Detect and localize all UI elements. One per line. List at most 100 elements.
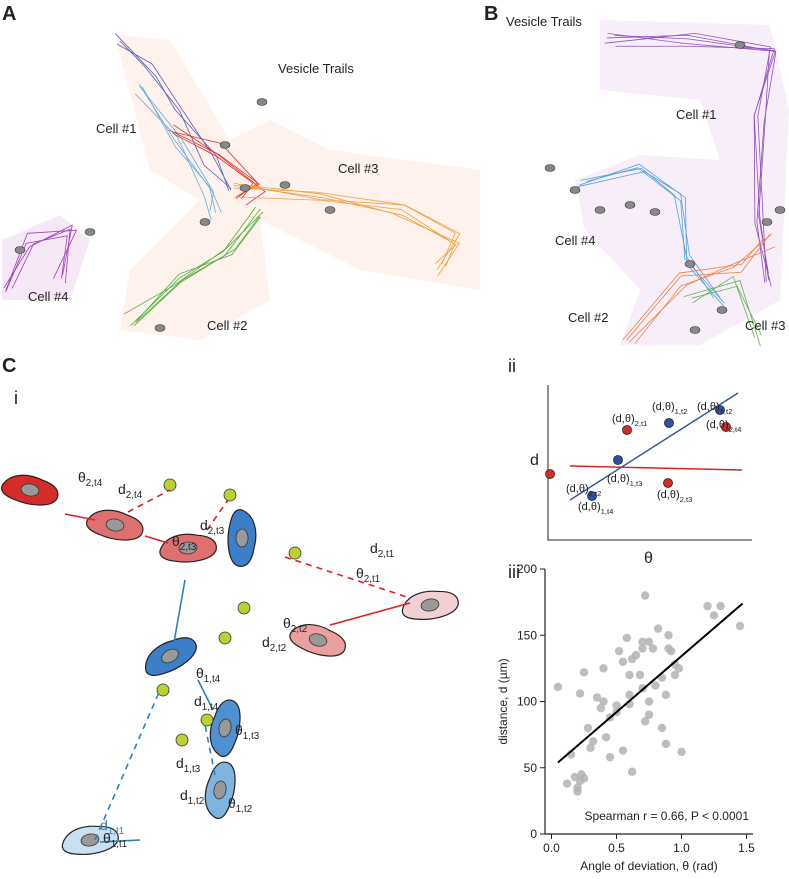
point: [644, 637, 654, 647]
label-base: θ: [356, 565, 364, 581]
point: [573, 783, 582, 792]
trail: [5, 235, 68, 293]
cell: [227, 509, 257, 567]
point: [663, 478, 673, 488]
halo: [115, 35, 480, 340]
axis-label: θ: [644, 550, 653, 567]
sub-label: i: [14, 388, 18, 408]
label-sub: 2,t4: [86, 478, 103, 489]
label-base: θ: [196, 665, 204, 681]
label-sub: 2,t1: [635, 419, 648, 428]
arrow: [127, 489, 171, 513]
trail: [119, 40, 232, 190]
fit-line: [557, 602, 744, 764]
trail: [11, 228, 71, 289]
nucleus: [105, 518, 125, 532]
label: Cell #4: [28, 289, 68, 304]
cell: [159, 533, 217, 563]
label: Cell #2: [568, 310, 608, 325]
label-base: θ: [283, 615, 291, 631]
label: d2,t4: [118, 481, 143, 501]
nucleus: [218, 718, 232, 738]
trail: [234, 196, 456, 267]
vesicle: [569, 186, 581, 194]
point: [599, 664, 608, 673]
cell: [289, 623, 347, 657]
label-base: θ: [103, 830, 111, 846]
point: [545, 469, 555, 479]
label-sub: 2,t3: [208, 526, 225, 537]
label-base: d: [370, 540, 378, 556]
cell: [204, 761, 236, 819]
label-base: θ: [228, 795, 236, 811]
label: θ2,t1: [356, 565, 380, 585]
label-sub: 1,t2: [236, 804, 252, 815]
cell: [86, 509, 144, 541]
trail: [115, 33, 230, 191]
point: [599, 697, 608, 706]
point: [612, 701, 621, 710]
trail: [135, 208, 261, 323]
point: [661, 690, 671, 700]
trail: [123, 211, 264, 315]
label-base: (d,θ): [657, 489, 680, 501]
fit: [569, 465, 743, 471]
y-tick-label: 0: [530, 827, 537, 841]
point: [721, 422, 731, 432]
point: [638, 644, 647, 653]
panel-letter: C: [2, 355, 16, 377]
point: [553, 682, 563, 692]
label-base: d: [100, 817, 108, 833]
point: [638, 637, 647, 647]
vesicle: [594, 206, 606, 214]
point: [640, 717, 650, 726]
label: (d,θ)2,t2: [566, 483, 601, 498]
x-tick-label: 0.0: [543, 841, 560, 855]
label: Cell #2: [207, 318, 247, 333]
x-axis-label: Angle of deviation, θ (rad): [580, 859, 717, 873]
vesicle: [163, 478, 177, 492]
arrow: [172, 579, 186, 649]
vesicle: [761, 218, 773, 226]
label: d1,t2: [180, 787, 204, 807]
trail: [614, 35, 777, 281]
axes: [547, 385, 752, 541]
vesicle: [288, 546, 302, 560]
point: [579, 774, 589, 783]
trail: [579, 163, 715, 299]
x-tick-label: 1.5: [738, 841, 755, 855]
nucleus: [80, 833, 100, 847]
label-sub: 1,t2: [188, 796, 204, 807]
label: (d,θ)1,t2: [652, 401, 687, 416]
arrow: [197, 679, 214, 711]
label: Cell #3: [338, 161, 378, 176]
panel-letter: B: [484, 3, 498, 25]
point: [703, 601, 712, 611]
trail: [622, 237, 765, 341]
trail: [133, 216, 260, 327]
trail: [606, 34, 777, 283]
trail: [615, 45, 775, 287]
label: θ2,t3: [172, 533, 197, 553]
label-sub: 2,t4: [729, 425, 743, 434]
y-tick-label: 200: [517, 562, 537, 576]
vesicle: [14, 246, 26, 254]
point: [601, 733, 611, 742]
label-sub: 1,t2: [720, 407, 733, 416]
point: [631, 650, 641, 660]
trail: [691, 285, 762, 336]
trail: [607, 32, 770, 274]
nucleus: [161, 648, 179, 664]
point: [657, 723, 667, 733]
point: [666, 646, 676, 656]
vesicle: [774, 206, 786, 214]
label: Vesicle Trails: [278, 61, 354, 76]
trail: [692, 275, 756, 338]
point: [562, 779, 572, 788]
vesicle: [154, 324, 166, 332]
vesicle: [84, 228, 96, 236]
nucleus: [213, 780, 227, 800]
label: θ2,t4: [78, 469, 103, 489]
vesicle: [218, 631, 232, 645]
label: (d,θ)2,t4: [706, 419, 742, 434]
